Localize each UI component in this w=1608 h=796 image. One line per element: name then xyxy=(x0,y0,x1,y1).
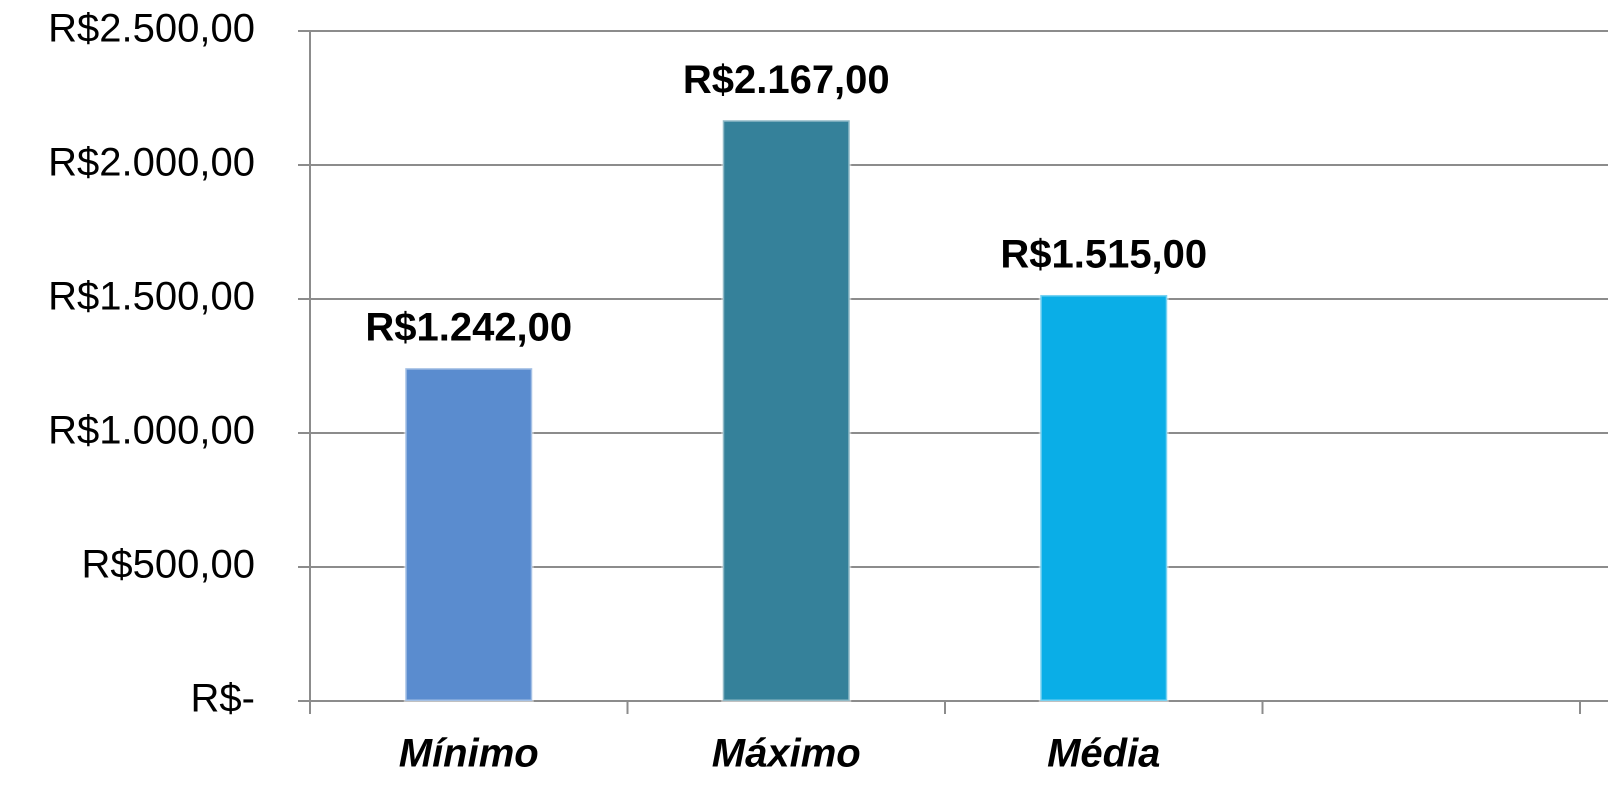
y-tick-label: R$2.000,00 xyxy=(48,141,255,185)
y-tick-label: R$1.500,00 xyxy=(48,275,255,319)
x-tick-label: Mínimo xyxy=(399,732,539,776)
value-label: R$1.515,00 xyxy=(1000,233,1207,277)
value-label: R$1.242,00 xyxy=(365,306,572,350)
bar xyxy=(403,366,534,703)
x-tick-label: Média xyxy=(1047,732,1160,776)
value-label: R$2.167,00 xyxy=(683,58,890,102)
bar xyxy=(721,118,852,703)
y-tick-label: R$2.500,00 xyxy=(48,7,255,51)
x-tick-label: Máximo xyxy=(712,732,861,776)
y-tick-label: R$- xyxy=(191,677,255,721)
y-tick-label: R$1.000,00 xyxy=(48,409,255,453)
bar xyxy=(1038,293,1169,703)
y-tick-label: R$500,00 xyxy=(82,543,255,587)
